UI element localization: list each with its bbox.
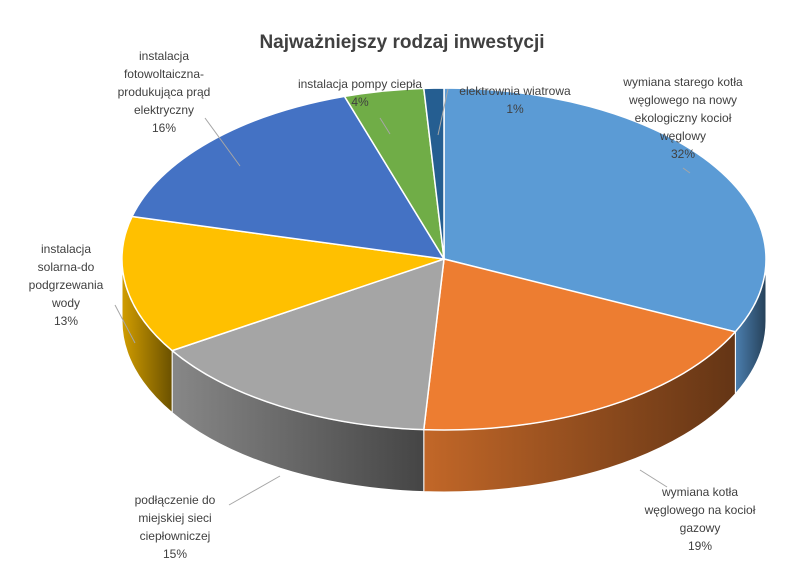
slice-label-line: fotowoltaiczna- bbox=[124, 67, 204, 81]
slice-label-line: wody bbox=[51, 296, 80, 310]
slice-labels: wymiana starego kotła węglowego na nowy ek… bbox=[29, 49, 756, 561]
slice-label-line: solarna-do bbox=[38, 260, 95, 274]
slice-label-line: podłączenie do bbox=[135, 493, 216, 507]
leader-line-1 bbox=[639, 469, 668, 488]
slice-label-line: węglowego na kocioł bbox=[644, 503, 756, 517]
slice-percent-0: 32% bbox=[671, 147, 695, 161]
slice-label-line: instalacja bbox=[41, 242, 91, 256]
slice-label-5: instalacja pompy ciepła 4% bbox=[298, 77, 422, 109]
slice-label-line: miejskiej sieci bbox=[138, 511, 211, 525]
slice-label-1: wymiana kotła węglowego na kocioł gazowy 19… bbox=[644, 485, 756, 553]
slice-label-line: wymiana kotła bbox=[661, 485, 738, 499]
slice-label-6: elektrownia wiatrowa 1% bbox=[459, 84, 571, 116]
leader-line-6 bbox=[437, 88, 449, 136]
slice-label-0: wymiana starego kotła węglowego na nowy ek… bbox=[622, 75, 743, 161]
slice-percent-2: 15% bbox=[163, 547, 187, 561]
slice-label-2: podłączenie do miejskiej sieci ciepłownicz… bbox=[135, 493, 216, 561]
leader-lines bbox=[114, 88, 691, 506]
slice-percent-1: 19% bbox=[688, 539, 712, 553]
slice-label-line: instalacja pompy ciepła bbox=[298, 77, 422, 91]
slice-label-line: elektryczny bbox=[134, 103, 194, 117]
leader-line-2 bbox=[228, 475, 281, 506]
leader-line-3 bbox=[114, 304, 136, 344]
slice-percent-4: 16% bbox=[152, 121, 176, 135]
slice-label-line: podgrzewania bbox=[29, 278, 104, 292]
slice-label-3: instalacja solarna-do podgrzewania wody 13% bbox=[29, 242, 104, 328]
chart-title: Najważniejszy rodzaj inwestycji bbox=[259, 32, 544, 53]
slice-label-line: produkująca prąd bbox=[118, 85, 211, 99]
leader-line-4 bbox=[204, 117, 241, 167]
pie-slice-1 bbox=[422, 258, 737, 431]
pie-slice-0 bbox=[443, 87, 767, 333]
pie-slice-4 bbox=[130, 95, 446, 260]
slice-percent-5: 4% bbox=[351, 95, 369, 109]
slice-label-4: instalacja fotowoltaiczna-produkująca prą… bbox=[118, 49, 211, 135]
slice-label-line: wymiana starego kotła bbox=[622, 75, 743, 89]
slice-percent-3: 13% bbox=[54, 314, 78, 328]
leader-line-0 bbox=[682, 167, 691, 174]
slice-label-line: węglowego na nowy bbox=[628, 93, 737, 107]
slice-label-line: elektrownia wiatrowa bbox=[459, 84, 571, 98]
slice-label-line: instalacja bbox=[139, 49, 189, 63]
pie-slice-2 bbox=[170, 257, 445, 431]
leader-line-5 bbox=[379, 117, 391, 135]
slice-label-line: ciepłowniczej bbox=[140, 529, 211, 543]
slice-label-line: gazowy bbox=[680, 521, 721, 535]
pie-slice-3 bbox=[121, 215, 445, 352]
slice-label-line: węglowy bbox=[659, 129, 706, 143]
slice-label-line: ekologiczny kocioł bbox=[635, 111, 732, 125]
slice-percent-6: 1% bbox=[506, 102, 524, 116]
pie-tops bbox=[121, 87, 767, 431]
